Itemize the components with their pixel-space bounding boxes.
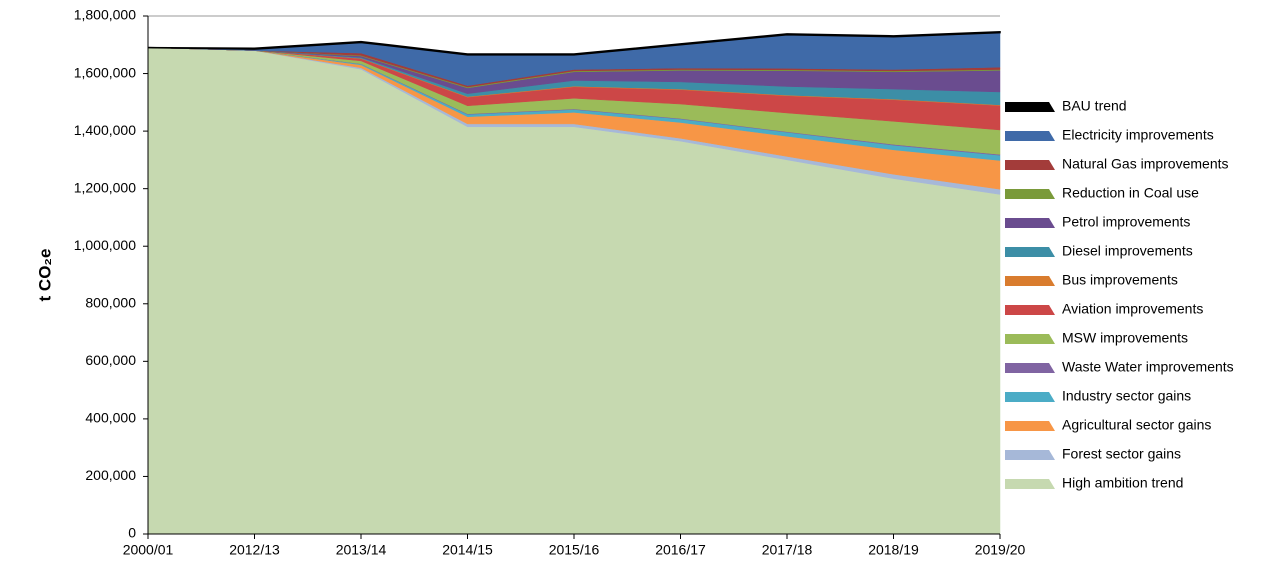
x-tick-label: 2013/14 [336, 542, 387, 558]
legend-label: MSW improvements [1062, 330, 1188, 346]
y-tick-label: 200,000 [85, 467, 136, 483]
y-tick-label: 0 [128, 525, 136, 541]
legend-swatch [1005, 479, 1055, 489]
area [147, 31, 1001, 56]
legend-swatch [1005, 189, 1055, 199]
legend-label: Reduction in Coal use [1062, 185, 1199, 201]
x-tick-label: 2018/19 [868, 542, 919, 558]
y-tick-label: 600,000 [85, 352, 136, 368]
legend-label: Aviation improvements [1062, 301, 1203, 317]
legend-label: Diesel improvements [1062, 243, 1193, 259]
legend-label: Agricultural sector gains [1062, 417, 1211, 433]
legend-swatch [1005, 334, 1055, 344]
y-tick-label: 1,200,000 [74, 179, 136, 195]
x-tick-label: 2015/16 [549, 542, 600, 558]
y-axis-label: t CO₂e [35, 249, 54, 302]
y-tick-label: 1,600,000 [74, 64, 136, 80]
legend-label: BAU trend [1062, 98, 1127, 114]
legend-label: Waste Water improvements [1062, 359, 1234, 375]
y-tick-label: 800,000 [85, 294, 136, 310]
x-tick-label: 2019/20 [975, 542, 1026, 558]
x-tick-label: 2014/15 [442, 542, 493, 558]
legend-swatch [1005, 276, 1055, 286]
legend-swatch [1005, 102, 1055, 112]
legend-label: High ambition trend [1062, 475, 1183, 491]
legend-label: Electricity improvements [1062, 127, 1214, 143]
y-tick-label: 400,000 [85, 410, 136, 426]
legend-swatch [1005, 392, 1055, 402]
x-tick-label: 2016/17 [655, 542, 706, 558]
legend-label: Forest sector gains [1062, 446, 1181, 462]
legend-swatch [1005, 247, 1055, 257]
legend-swatch [1005, 305, 1055, 315]
legend-swatch [1005, 363, 1055, 373]
y-tick-label: 1,400,000 [74, 122, 136, 138]
x-tick-label: 2000/01 [123, 542, 174, 558]
legend-label: Petrol improvements [1062, 214, 1190, 230]
legend-label: Bus improvements [1062, 272, 1178, 288]
y-tick-label: 1,000,000 [74, 237, 136, 253]
x-tick-label: 2017/18 [762, 542, 813, 558]
legend-swatch [1005, 450, 1055, 460]
legend-swatch [1005, 131, 1055, 141]
legend-label: Natural Gas improvements [1062, 156, 1229, 172]
legend-swatch [1005, 421, 1055, 431]
legend-swatch [1005, 218, 1055, 228]
legend-swatch [1005, 160, 1055, 170]
x-tick-label: 2012/13 [229, 542, 280, 558]
legend-label: Industry sector gains [1062, 388, 1191, 404]
y-tick-label: 1,800,000 [74, 7, 136, 23]
